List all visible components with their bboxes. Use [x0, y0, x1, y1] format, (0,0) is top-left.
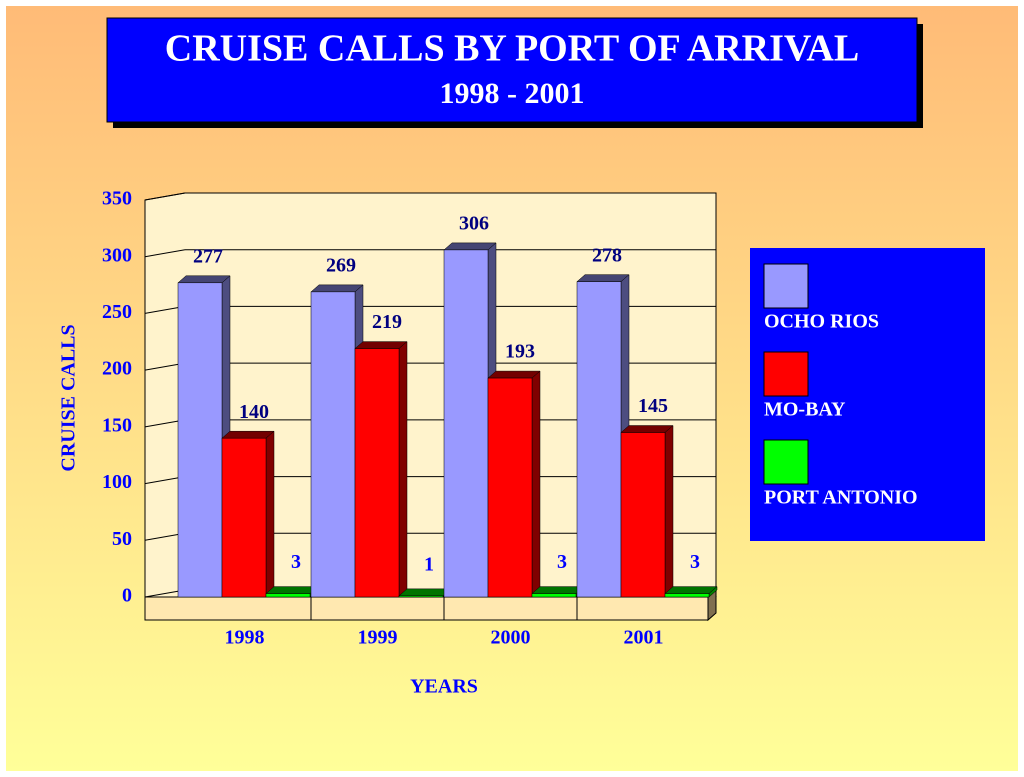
- bar-top: [531, 586, 585, 594]
- chart-subtitle: 1998 - 2001: [440, 77, 585, 110]
- bar: [487, 377, 533, 598]
- bar: [398, 595, 444, 598]
- data-label: 219: [372, 311, 402, 333]
- chart-title: CRUISE CALLS BY PORT OF ARRIVAL: [165, 28, 859, 70]
- bar-side: [265, 430, 275, 598]
- bar-top: [487, 370, 541, 379]
- bar-top: [221, 430, 275, 439]
- bar: [310, 291, 356, 598]
- data-label: 140: [239, 401, 269, 423]
- y-tick-label: 350: [102, 188, 132, 210]
- grid-line-side: [144, 249, 186, 258]
- y-tick-label: 50: [112, 528, 132, 550]
- y-tick-label: 150: [102, 414, 132, 436]
- legend-label: PORT ANTONIO: [764, 487, 918, 509]
- plot-floor: [144, 596, 717, 621]
- bar-top: [576, 274, 630, 282]
- bar: [265, 593, 311, 598]
- data-label: 1: [424, 553, 434, 575]
- x-tick-label: 1998: [225, 627, 265, 649]
- x-tick-label: 2000: [491, 627, 531, 649]
- legend-swatch: [763, 263, 809, 309]
- x-axis-title: YEARS: [410, 676, 478, 698]
- bar: [177, 282, 223, 598]
- bar: [354, 348, 400, 598]
- title-box: [106, 17, 918, 123]
- y-tick-label: 250: [102, 301, 132, 323]
- bar-top: [177, 275, 231, 284]
- data-label: 145: [638, 395, 668, 417]
- data-label: 278: [592, 244, 622, 266]
- legend-swatch: [763, 439, 809, 485]
- data-label: 306: [459, 213, 489, 235]
- bar: [531, 593, 577, 598]
- bar-top: [620, 425, 674, 433]
- data-label: 269: [326, 254, 356, 276]
- bar: [620, 432, 666, 598]
- bar-side: [531, 370, 541, 598]
- bar-side: [398, 341, 408, 598]
- bar-top: [265, 586, 319, 594]
- bar: [221, 437, 267, 598]
- data-label: 3: [690, 551, 700, 573]
- bar-side: [664, 424, 674, 598]
- x-tick-label: 1999: [358, 627, 398, 649]
- bar: [664, 593, 710, 598]
- y-axis-title: CRUISE CALLS: [58, 324, 80, 471]
- bar-top: [443, 242, 497, 251]
- data-label: 3: [291, 551, 301, 573]
- bar: [576, 281, 622, 598]
- legend-label: MO-BAY: [764, 399, 846, 421]
- data-label: 277: [193, 245, 223, 267]
- legend-swatch: [763, 351, 809, 397]
- y-tick-label: 0: [122, 585, 132, 607]
- data-label: 3: [557, 551, 567, 573]
- y-tick-label: 100: [102, 471, 132, 493]
- y-tick-label: 300: [102, 244, 132, 266]
- bar-top: [664, 586, 718, 594]
- data-label: 193: [505, 341, 535, 363]
- bar-top: [354, 341, 408, 349]
- bar-top: [310, 284, 364, 293]
- bar-top: [398, 588, 452, 597]
- grid-line-side: [144, 192, 186, 201]
- x-tick-label: 2001: [624, 627, 664, 649]
- y-tick-label: 200: [102, 358, 132, 380]
- legend-label: OCHO RIOS: [764, 311, 879, 333]
- bar: [443, 249, 489, 598]
